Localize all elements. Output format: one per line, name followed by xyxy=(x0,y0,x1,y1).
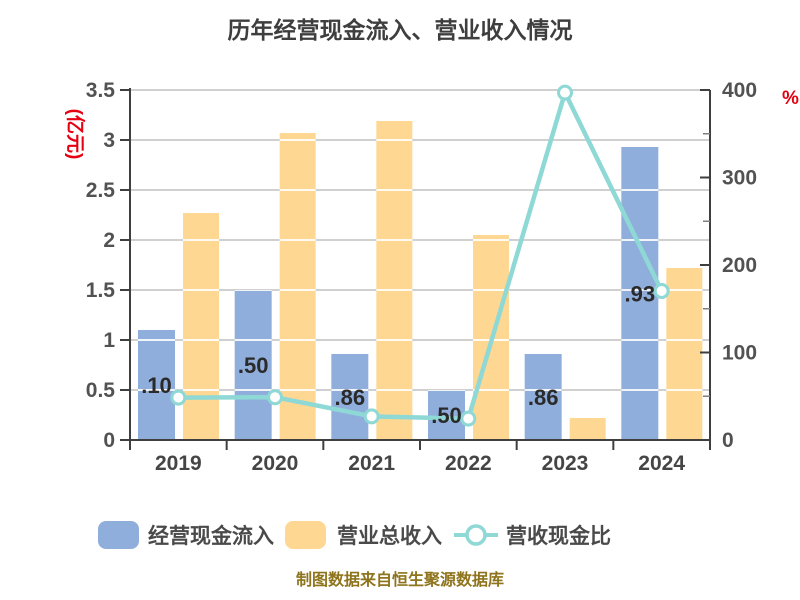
legend-item-cash-ratio: 营收现金比 xyxy=(454,524,611,548)
left-axis-tick-label: 3 xyxy=(103,129,115,152)
ratio-line xyxy=(178,90,664,421)
left-axis-unit-label: (亿元) xyxy=(64,109,87,160)
bar xyxy=(524,354,562,440)
right-axis-tick-label: 0 xyxy=(722,429,734,452)
bar xyxy=(569,418,606,440)
ratio-marker xyxy=(267,389,283,406)
left-axis-tick-label: 2.5 xyxy=(86,179,116,202)
legend-item-total-revenue: 营业总收入 xyxy=(285,521,442,549)
legend-label-total-revenue: 营业总收入 xyxy=(337,524,442,548)
legend-label-cash-ratio: 营收现金比 xyxy=(506,524,611,548)
legend-item-cash-inflow: 经营现金流入 xyxy=(98,521,274,549)
bar xyxy=(376,121,413,440)
bar xyxy=(234,290,272,440)
bar xyxy=(428,390,465,440)
bar xyxy=(621,147,659,440)
ratio-marker xyxy=(557,84,573,101)
legend-swatch-total-revenue xyxy=(285,521,326,549)
bar-value-label: .86 xyxy=(528,385,559,410)
chart-title: 历年经营现金流入、营业收入情况 xyxy=(228,17,573,43)
bar xyxy=(666,268,703,440)
bar xyxy=(331,354,369,440)
legend-marker-sample xyxy=(465,524,487,546)
bar-series-cash-inflow xyxy=(138,147,659,440)
bar xyxy=(138,330,175,440)
ratio-marker xyxy=(460,410,477,427)
right-axis-tick-label: 300 xyxy=(722,167,757,190)
right-axis-tick-label: 200 xyxy=(722,254,757,277)
left-axis-tick-label: 1.5 xyxy=(86,279,116,302)
x-tick-label: 2019 xyxy=(155,452,202,475)
bar-value-label: .10 xyxy=(141,373,172,398)
right-axis-tick-label: 400 xyxy=(722,79,757,102)
x-tick-label: 2024 xyxy=(638,452,685,475)
bar-value-label: .86 xyxy=(335,385,366,410)
right-axis-tick-label: 100 xyxy=(722,342,757,365)
ratio-marker xyxy=(653,282,670,299)
plot-area: 0 0.5 1 1.5 2 2.5 3 3.5 0 100 200 300 400 2019 2020 202… xyxy=(86,79,757,475)
left-axis-tick-label: 0.5 xyxy=(86,379,116,402)
x-tick-label: 2023 xyxy=(542,452,589,475)
bar xyxy=(183,213,219,440)
legend-label-cash-inflow: 经营现金流入 xyxy=(148,524,274,548)
bar-series-total-revenue xyxy=(183,121,703,440)
x-tick-label: 2020 xyxy=(252,452,299,475)
legend: 经营现金流入 营业总收入 营收现金比 xyxy=(98,521,611,549)
left-axis-tick-label: 2 xyxy=(103,229,115,252)
ratio-marker xyxy=(170,389,187,406)
bar-value-label: .93 xyxy=(625,282,656,307)
bar-value-label: .50 xyxy=(431,403,462,428)
legend-swatch-cash-inflow xyxy=(98,521,139,549)
bar xyxy=(279,133,316,440)
ratio-marker xyxy=(363,408,380,425)
right-axis-unit-label: % xyxy=(782,88,799,109)
x-tick-label: 2022 xyxy=(445,452,492,475)
left-axis-tick-label: 3.5 xyxy=(86,79,116,102)
left-axis-tick-label: 1 xyxy=(103,329,115,352)
left-axis-tick-label: 0 xyxy=(103,429,115,452)
footer-source-note: 制图数据来自恒生聚源数据库 xyxy=(296,570,504,589)
bar-value-label: .50 xyxy=(238,353,269,378)
x-tick-label: 2021 xyxy=(348,452,395,475)
